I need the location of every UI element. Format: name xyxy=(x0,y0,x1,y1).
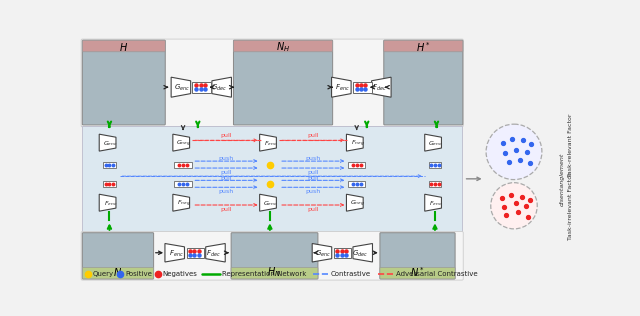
Text: $G_{enc}$: $G_{enc}$ xyxy=(263,199,278,208)
Polygon shape xyxy=(260,134,276,151)
Text: Negatives: Negatives xyxy=(162,271,197,277)
Circle shape xyxy=(486,124,542,179)
Text: Positive: Positive xyxy=(125,271,152,277)
Text: pull: pull xyxy=(221,207,232,212)
Text: $G_{dec}$: $G_{dec}$ xyxy=(211,83,228,93)
Text: $G_{neg}$: $G_{neg}$ xyxy=(177,138,191,149)
FancyBboxPatch shape xyxy=(83,40,165,125)
Text: pull: pull xyxy=(221,133,232,138)
Text: $H_N$: $H_N$ xyxy=(268,265,282,279)
Polygon shape xyxy=(165,244,184,262)
FancyBboxPatch shape xyxy=(348,181,365,187)
Polygon shape xyxy=(212,77,232,97)
FancyBboxPatch shape xyxy=(429,162,442,168)
Text: push: push xyxy=(219,189,234,194)
Polygon shape xyxy=(346,194,363,211)
Text: pull: pull xyxy=(308,207,319,212)
FancyBboxPatch shape xyxy=(348,162,365,168)
Polygon shape xyxy=(260,194,276,211)
Polygon shape xyxy=(425,134,442,151)
FancyBboxPatch shape xyxy=(353,82,372,93)
Text: disentanglement: disentanglement xyxy=(559,152,564,205)
Polygon shape xyxy=(312,244,332,262)
Text: $H^*$: $H^*$ xyxy=(416,40,431,54)
Text: push: push xyxy=(219,156,234,161)
Text: Task-relevant Factor: Task-relevant Factor xyxy=(568,114,573,178)
FancyBboxPatch shape xyxy=(83,233,154,279)
FancyBboxPatch shape xyxy=(429,181,442,187)
FancyBboxPatch shape xyxy=(334,247,351,258)
Polygon shape xyxy=(332,77,351,97)
Polygon shape xyxy=(173,194,189,211)
Text: Query: Query xyxy=(92,271,113,277)
FancyBboxPatch shape xyxy=(174,162,192,168)
FancyBboxPatch shape xyxy=(231,233,318,279)
Text: pull: pull xyxy=(221,170,232,175)
FancyBboxPatch shape xyxy=(81,39,463,127)
FancyBboxPatch shape xyxy=(174,181,192,187)
FancyBboxPatch shape xyxy=(83,126,462,233)
FancyBboxPatch shape xyxy=(234,40,333,125)
Text: $F_{enc}$: $F_{enc}$ xyxy=(104,199,117,208)
FancyBboxPatch shape xyxy=(187,247,204,258)
Text: push: push xyxy=(306,189,321,194)
FancyBboxPatch shape xyxy=(83,267,154,279)
Text: $G_{dec}$: $G_{dec}$ xyxy=(353,248,369,258)
Text: push: push xyxy=(306,156,321,161)
Text: $G_{neg}$: $G_{neg}$ xyxy=(350,198,365,209)
Polygon shape xyxy=(99,194,116,211)
Text: $N$: $N$ xyxy=(113,266,122,278)
Polygon shape xyxy=(353,244,372,262)
Text: pull: pull xyxy=(308,176,319,180)
Text: $N^*$: $N^*$ xyxy=(410,265,425,279)
Text: $F_{neg}$: $F_{neg}$ xyxy=(177,198,191,209)
FancyBboxPatch shape xyxy=(192,82,211,93)
Polygon shape xyxy=(425,194,442,211)
Text: pull: pull xyxy=(308,133,319,138)
Text: pull: pull xyxy=(308,170,319,175)
Text: $G_{enc}$: $G_{enc}$ xyxy=(316,248,332,258)
Text: $F_{dec}$: $F_{dec}$ xyxy=(206,248,221,258)
Text: Task-irrelevant Factor: Task-irrelevant Factor xyxy=(568,172,573,240)
FancyBboxPatch shape xyxy=(234,40,333,52)
Polygon shape xyxy=(171,77,191,97)
Text: $G_{enc}$: $G_{enc}$ xyxy=(428,139,443,148)
FancyBboxPatch shape xyxy=(103,162,116,168)
Polygon shape xyxy=(205,244,225,262)
Text: $N_{H}$: $N_{H}$ xyxy=(276,40,290,54)
Text: $F_{enc}$: $F_{enc}$ xyxy=(335,83,350,93)
Text: Representation Network: Representation Network xyxy=(222,271,306,277)
Circle shape xyxy=(491,183,537,229)
FancyBboxPatch shape xyxy=(231,267,318,279)
Text: $G_{enc}$: $G_{enc}$ xyxy=(103,139,118,148)
Text: $F_{neg}$: $F_{neg}$ xyxy=(351,138,364,149)
Text: $F_{dec}$: $F_{dec}$ xyxy=(372,83,387,93)
FancyBboxPatch shape xyxy=(384,40,463,52)
FancyBboxPatch shape xyxy=(380,233,455,279)
FancyBboxPatch shape xyxy=(380,267,455,279)
Polygon shape xyxy=(173,134,189,151)
Polygon shape xyxy=(99,134,116,151)
FancyBboxPatch shape xyxy=(103,181,116,187)
Text: $F_{enc}$: $F_{enc}$ xyxy=(429,199,442,208)
Text: pull: pull xyxy=(221,176,232,180)
FancyBboxPatch shape xyxy=(83,40,165,52)
Text: $F_{enc}$: $F_{enc}$ xyxy=(169,248,184,258)
Polygon shape xyxy=(372,77,391,97)
Text: $H$: $H$ xyxy=(119,41,129,53)
Text: Adversarial Contrastive: Adversarial Contrastive xyxy=(396,271,478,277)
FancyBboxPatch shape xyxy=(384,40,463,125)
FancyBboxPatch shape xyxy=(81,232,463,280)
Text: $F_{enc}$: $F_{enc}$ xyxy=(264,139,277,148)
Text: $G_{enc}$: $G_{enc}$ xyxy=(174,83,190,93)
Polygon shape xyxy=(346,134,363,151)
Text: Contrastive: Contrastive xyxy=(330,271,371,277)
